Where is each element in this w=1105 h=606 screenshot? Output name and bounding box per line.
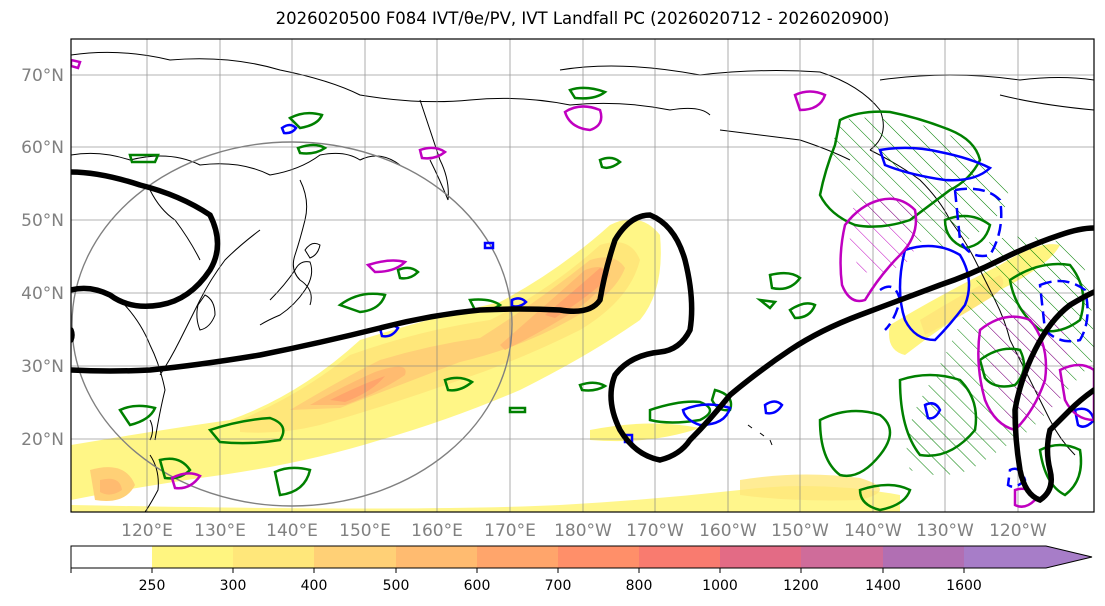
colorbar-tick-700: 700 <box>545 578 572 594</box>
colorbar-segment-8 <box>720 546 801 568</box>
colorbar-tick-1600: 1600 <box>946 578 982 594</box>
latitude-labels: 70°N 60°N 50°N 40°N 30°N 20°N <box>21 66 64 450</box>
colorbar-outline <box>70 545 1093 569</box>
colorbar-segment-9 <box>801 546 883 568</box>
map-content <box>71 39 1094 512</box>
lon-label-180w: 180°W <box>554 521 612 541</box>
colorbar-segment-6 <box>558 546 639 568</box>
lon-label-120w: 120°W <box>989 521 1047 541</box>
colorbar-segment-10 <box>883 546 964 568</box>
colorbar-tick-800: 800 <box>626 578 653 594</box>
colorbar-tick-250: 250 <box>139 578 166 594</box>
lon-label-130e: 130°E <box>194 521 246 541</box>
lon-label-170e: 170°E <box>484 521 536 541</box>
lon-label-140e: 140°E <box>266 521 318 541</box>
colorbar-extend-arrow <box>1046 546 1092 568</box>
map-frame <box>70 38 1095 513</box>
colorbar-segment-11 <box>964 546 1046 568</box>
pv-negative-contours <box>280 123 1094 488</box>
colorbar-tick-400: 400 <box>301 578 328 594</box>
colorbar-tick-1000: 1000 <box>702 578 738 594</box>
lon-label-160e: 160°E <box>411 521 463 541</box>
colorbar-segment-3 <box>314 546 396 568</box>
colorbar-segment-7 <box>639 546 720 568</box>
figure-title: 2026020500 F084 IVT/θe/PV, IVT Landfall … <box>275 9 890 28</box>
colorbar-tick-500: 500 <box>383 578 410 594</box>
lon-label-120e: 120°E <box>121 521 173 541</box>
theta-e-contours <box>71 169 1094 504</box>
lon-label-150e: 150°E <box>339 521 391 541</box>
colorbar: 250 300 400 500 600 700 800 1000 1200 14… <box>70 545 1093 594</box>
figure-title-container: 2026020500 F084 IVT/θe/PV, IVT Landfall … <box>0 0 1105 34</box>
lat-label-30n: 30°N <box>21 357 64 377</box>
colorbar-segment-4 <box>396 546 477 568</box>
colorbar-segment-1 <box>152 546 233 568</box>
magenta-contours <box>71 58 1094 508</box>
lat-label-60n: 60°N <box>21 138 64 158</box>
colorbar-tick-600: 600 <box>464 578 491 594</box>
lat-label-20n: 20°N <box>21 430 64 450</box>
colorbar-segment-0 <box>71 546 152 568</box>
colorbar-tick-1400: 1400 <box>865 578 901 594</box>
colorbar-segment-5 <box>477 546 558 568</box>
lon-label-150w: 150°W <box>771 521 829 541</box>
lat-label-50n: 50°N <box>21 211 64 231</box>
longitude-labels: 120°E 130°E 140°E 150°E 160°E 170°E 180°… <box>121 521 1047 541</box>
landfall-circle <box>71 141 513 507</box>
lon-label-140w: 140°W <box>844 521 902 541</box>
colorbar-segment-2 <box>233 546 314 568</box>
colorbar-tick-1200: 1200 <box>783 578 819 594</box>
lat-label-40n: 40°N <box>21 284 64 304</box>
colorbar-tick-300: 300 <box>220 578 247 594</box>
lon-label-170w: 170°W <box>626 521 684 541</box>
lat-label-70n: 70°N <box>21 66 64 86</box>
lon-label-160w: 160°W <box>699 521 757 541</box>
lon-label-130w: 130°W <box>916 521 974 541</box>
